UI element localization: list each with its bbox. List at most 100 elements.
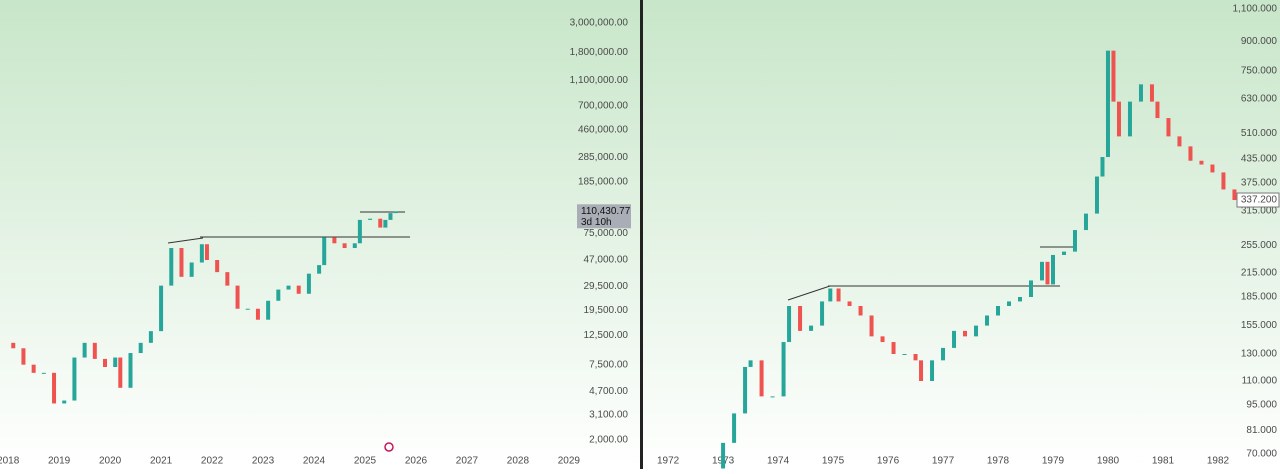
candle	[199, 244, 204, 263]
candle	[919, 360, 924, 381]
x-tick-label: 1980	[1097, 456, 1120, 467]
candle	[1018, 297, 1023, 302]
candle	[1149, 84, 1154, 102]
x-tick-label: 2019	[48, 456, 71, 467]
candle	[1050, 254, 1055, 285]
candle	[787, 305, 792, 343]
y-tick-label: 435.000	[1241, 154, 1278, 165]
y-tick-label: 630.000	[1241, 94, 1278, 105]
candle	[880, 336, 885, 343]
candle	[985, 315, 990, 326]
candle	[82, 342, 87, 358]
candle	[1111, 50, 1116, 102]
y-tick-label: 460,000.00	[578, 125, 628, 136]
candle	[809, 325, 814, 331]
candle	[1100, 157, 1105, 177]
candle	[743, 366, 748, 414]
candle	[393, 211, 398, 214]
candle	[759, 360, 764, 397]
candle	[342, 243, 347, 249]
last-price-box	[1236, 192, 1280, 208]
candle	[1188, 146, 1193, 161]
candle	[1138, 84, 1143, 102]
y-tick-label: 12,500.00	[584, 330, 629, 341]
candle	[1072, 230, 1077, 252]
candle	[1007, 301, 1012, 306]
candle	[1210, 164, 1215, 173]
candle	[118, 357, 123, 388]
y-tick-label: 7,500.00	[589, 359, 628, 370]
candle	[31, 364, 36, 373]
y-tick-label: 375.000	[1241, 177, 1278, 188]
candle	[148, 331, 153, 343]
x-tick-label: 2023	[252, 456, 275, 467]
divider	[640, 0, 643, 469]
candle	[974, 325, 979, 337]
candle	[1199, 160, 1204, 165]
y-tick-label: 1,100.000	[1233, 4, 1278, 15]
candle	[996, 305, 1001, 316]
x-tick-label: 2029	[558, 456, 581, 467]
x-tick-label: 2028	[507, 456, 530, 467]
candle	[286, 285, 291, 290]
candle	[1177, 136, 1182, 147]
candle	[169, 248, 174, 286]
candle	[21, 348, 26, 365]
x-tick-label: 1981	[1152, 456, 1175, 467]
candle	[317, 265, 322, 274]
y-tick-label: 2,000.00	[589, 435, 628, 446]
last-price-box	[577, 204, 631, 229]
candle	[266, 300, 271, 320]
candle	[332, 237, 337, 244]
candle	[215, 260, 220, 273]
candle	[732, 413, 737, 443]
candle	[225, 272, 230, 286]
x-tick-label: 2018	[0, 456, 20, 467]
candle	[1039, 261, 1044, 281]
candle	[891, 342, 896, 355]
y-tick-label: 3,000,000.00	[570, 18, 629, 29]
x-tick-label: 2022	[201, 456, 224, 467]
candle	[828, 288, 833, 302]
y-tick-label: 185,000.00	[578, 177, 628, 188]
x-tick-label: 2026	[405, 456, 428, 467]
candle	[858, 305, 863, 316]
candle	[836, 288, 841, 302]
y-tick-label: 1,100,000.00	[570, 75, 629, 86]
x-tick-label: 1974	[767, 456, 790, 467]
x-tick-label: 2021	[150, 456, 173, 467]
x-tick-label: 1982	[1207, 456, 1230, 467]
candle	[41, 372, 46, 374]
candle	[103, 358, 108, 368]
candle	[388, 213, 393, 220]
candle	[721, 442, 726, 469]
candle	[869, 315, 874, 337]
candle	[941, 347, 946, 361]
trend-line	[167, 237, 204, 244]
x-tick-label: 1978	[987, 456, 1010, 467]
candle	[204, 244, 209, 261]
candle	[798, 305, 803, 331]
x-tick-label: 1976	[877, 456, 900, 467]
candle	[930, 360, 935, 381]
candle	[128, 353, 133, 388]
y-tick-label: 700,000.00	[578, 101, 628, 112]
candle	[770, 396, 775, 398]
y-tick-label: 47,000.00	[584, 255, 629, 266]
candle	[276, 289, 281, 301]
candle	[820, 301, 825, 326]
y-tick-label: 315.000	[1241, 206, 1278, 217]
marker-icon[interactable]	[384, 442, 394, 452]
y-tick-label: 255.000	[1241, 240, 1278, 251]
y-tick-label: 750.000	[1241, 66, 1278, 77]
x-tick-label: 2024	[303, 456, 326, 467]
candle	[383, 219, 388, 228]
y-tick-label: 110.000	[1242, 376, 1278, 387]
y-tick-label: 81.000	[1246, 425, 1277, 436]
candle	[952, 330, 957, 348]
candle	[847, 301, 852, 306]
candle	[781, 342, 786, 397]
y-tick-label: 285,000.00	[578, 152, 628, 163]
y-tick-label: 19,500.00	[584, 305, 629, 316]
